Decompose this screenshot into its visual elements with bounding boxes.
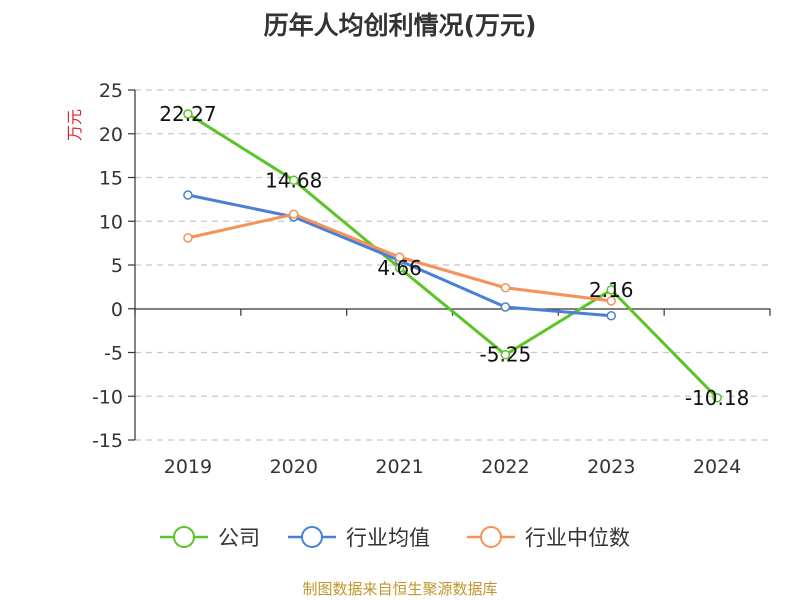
legend: 公司 行业均值 行业中位数 [160,526,630,550]
data-label: -5.25 [480,343,532,367]
data-point [606,285,616,295]
data-labels: 22.27 14.68 4.66 -5.25 2.16 -10.18 [159,102,749,410]
data-point [500,302,511,312]
y-tick-label: 15 [99,168,123,190]
data-label: 4.66 [377,256,422,280]
y-tick-label: -10 [92,386,123,408]
data-point [500,283,511,293]
series-line [187,112,719,399]
data-point [183,109,193,119]
y-tick-label: -5 [104,343,123,365]
source-note: 制图数据来自恒生聚源数据库 [302,580,498,598]
y-tick-label: 0 [111,299,123,321]
chart-title: 历年人均创利情况(万元) [263,11,537,40]
y-axis-label: 万元 [65,109,84,141]
legend-swatch-marker [480,526,502,548]
legend-label: 公司 [218,526,260,550]
data-label: 22.27 [159,102,216,126]
legend-label: 行业均值 [346,526,430,550]
grid-lines [135,89,770,441]
x-tick-label: 2019 [164,456,212,478]
x-tick-label: 2022 [481,456,529,478]
series-lines [183,109,722,403]
data-point [394,252,405,262]
data-point [289,209,299,219]
legend-swatch-marker [301,526,323,548]
data-point [183,190,193,200]
legend-label: 行业中位数 [525,526,630,550]
data-point [606,311,616,321]
x-tick-label: 2021 [375,456,423,478]
y-tick-label: 10 [99,211,123,233]
data-point [183,233,193,243]
data-point [606,296,616,306]
x-tick-label: 2023 [587,456,635,478]
x-tick-labels: 2019 2020 2021 2022 2023 2024 [134,308,771,478]
legend-swatch-marker [173,526,195,548]
data-label: 14.68 [265,168,322,192]
y-tick-labels: 25 20 15 10 5 0 -5 -10 -15 [92,80,135,452]
y-tick-label: 20 [99,124,123,146]
data-point [712,393,722,403]
x-tick-label: 2024 [693,456,741,478]
y-tick-label: -15 [92,430,123,452]
y-tick-label: 5 [111,255,123,277]
data-point [289,175,299,186]
data-label: -10.18 [685,386,749,410]
data-label: 2.16 [589,278,634,302]
y-tick-label: 25 [99,80,123,102]
data-point [500,349,511,360]
x-tick-label: 2020 [270,456,318,478]
